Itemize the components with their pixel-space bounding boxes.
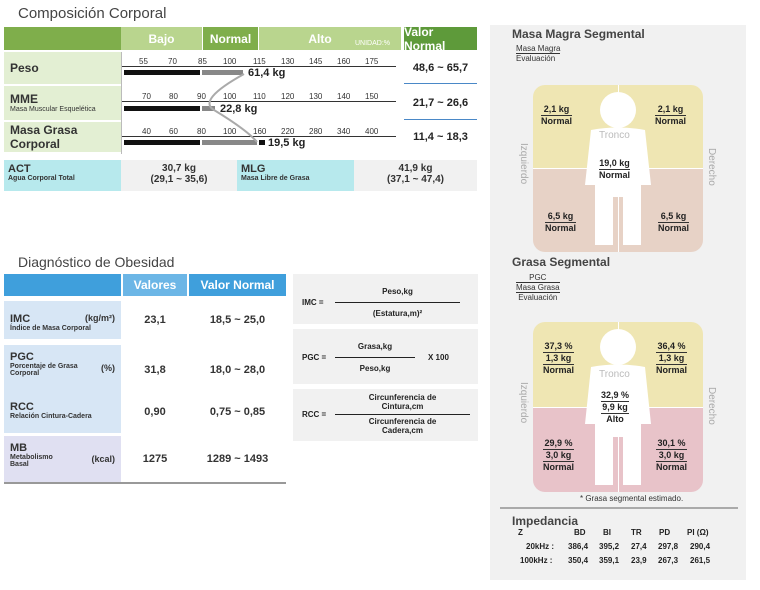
grasa-right-leg: 30,1 % 3,0 kg Normal xyxy=(656,438,688,472)
imc-normal: 18,5 ~ 25,0 xyxy=(209,314,266,326)
magra-left-leg: 6,5 kg Normal xyxy=(545,211,577,233)
mme-bar-gray xyxy=(202,106,215,111)
mb-value: 1275 xyxy=(142,453,168,465)
composition-graph: 55 70 85 100 115 130 145 160 175 61,4 kg… xyxy=(121,52,402,154)
obesidad-title: Diagnóstico de Obesidad xyxy=(18,254,175,270)
impedancia-row-20khz: 20kHz : 386,4 395,2 27,4 297,8 290,4 xyxy=(526,542,711,551)
grasa-trunk: 32,9 % 9,9 kg Alto xyxy=(601,390,630,424)
header-obesidad-normal: Valor Normal xyxy=(189,274,286,296)
magra-title: Masa Magra Segmental xyxy=(512,27,645,41)
connector-curve xyxy=(208,73,258,143)
magra-left-label: Izquierdo xyxy=(518,143,529,185)
grasa-left-leg: 29,9 % 3,0 kg Normal xyxy=(543,438,575,472)
grasa-right-arm: 36,4 % 1,3 kg Normal xyxy=(656,341,688,375)
magra-trunk: 19,0 kg Normal xyxy=(599,158,631,180)
magra-right-leg: 6,5 kg Normal xyxy=(658,211,690,233)
grasa-trunk-label: Tronco xyxy=(599,369,630,380)
mme-ticks: 70 80 90 100 110 120 130 140 150 xyxy=(142,92,379,101)
grasa-title: Grasa Segmental xyxy=(512,255,611,269)
unit-label: UNIDAD:% xyxy=(355,40,391,47)
impedancia-row-100khz: 100kHz : 350,4 359,1 23,9 267,3 261,5 xyxy=(520,556,711,565)
peso-bar-gray xyxy=(202,70,243,75)
peso-value: 61,4 kg xyxy=(248,67,286,79)
act-value-cell: 30,7 kg (29,1 ~ 35,6) xyxy=(121,160,237,191)
formula-rcc: RCC = Circunferencia de Cintura,cm Circu… xyxy=(293,389,478,441)
mme-value: 22,8 kg xyxy=(220,103,258,115)
rcc-label: RCC Relación Cintura-Cadera xyxy=(4,391,121,433)
peso-normal: 48,6 ~ 65,7 xyxy=(404,52,477,84)
peso-bar-black xyxy=(124,70,200,75)
composicion-title: Composición Corporal xyxy=(18,5,167,22)
row-mme-label: MME Masa Muscular Esquelética xyxy=(4,86,121,120)
imc-value: 23,1 xyxy=(144,314,166,326)
header-bajo: Bajo xyxy=(121,27,202,50)
pgc-normal: 18,0 ~ 28,0 xyxy=(209,364,266,376)
imc-label: IMC (kg/m²) Índice de Masa Corporal xyxy=(4,301,121,339)
magra-left-arm: 2,1 kg Normal xyxy=(541,104,573,126)
mme-bar-black xyxy=(124,106,200,111)
mme-normal: 21,7 ~ 26,6 xyxy=(404,86,477,120)
mlg-label-cell: MLG Masa Libre de Grasa xyxy=(237,160,354,191)
header-valores: Valores xyxy=(123,274,187,296)
grasa-left-arm: 37,3 % 1,3 kg Normal xyxy=(543,341,575,375)
impedancia-header-row: Z BD BI TR PD PI (Ω) xyxy=(518,528,709,537)
rcc-value: 0,90 xyxy=(144,406,166,418)
mlg-value-cell: 41,9 kg (37,1 ~ 47,4) xyxy=(354,160,477,191)
header-normal: Normal xyxy=(203,27,258,50)
grasa-right-label: Derecho xyxy=(706,387,717,425)
grasa-value: 19,5 kg xyxy=(268,137,306,149)
grasa-bar-gray xyxy=(202,140,257,145)
grasa-normal: 11,4 ~ 18,3 xyxy=(413,131,468,143)
header-valor-normal: Valor Normal xyxy=(404,25,477,53)
magra-right-arm: 2,1 kg Normal xyxy=(655,104,687,126)
grasa-left-label: Izquierdo xyxy=(518,382,529,424)
grasa-note: * Grasa segmental estimado. xyxy=(580,494,684,503)
magra-legend: Masa Magra Evaluación xyxy=(516,44,561,63)
formula-pgc: PGC = Grasa,kg Peso,kg X 100 xyxy=(293,329,478,384)
pgc-label: PGC Porcentaje de Grasa Corporal (%) xyxy=(4,345,121,395)
grasa-legend: PGC Masa Grasa Evaluación xyxy=(516,273,560,302)
obesidad-table: Valores Valor Normal IMC (kg/m²) Índice d… xyxy=(4,274,286,484)
magra-trunk-label: Tronco xyxy=(599,130,630,141)
grasa-body-silhouette xyxy=(585,329,651,485)
row-peso-label: Peso xyxy=(4,52,121,84)
impedancia-table: Z BD BI TR PD PI (Ω) 20kHz : 386,4 395,2… xyxy=(512,528,732,570)
header-alto: Alto xyxy=(259,27,401,50)
peso-ticks: 55 70 85 100 115 130 145 160 175 xyxy=(139,57,379,66)
grasa-ticks: 40 60 80 100 160 220 280 340 400 xyxy=(142,127,379,136)
pgc-value: 31,8 xyxy=(144,364,166,376)
impedancia-title: Impedancia xyxy=(512,514,579,528)
header-blank xyxy=(4,27,121,50)
mb-label: MB Metabolismo Basal (kcal) xyxy=(4,436,121,482)
row-grasa-label: Masa Grasa Corporal xyxy=(4,122,121,152)
magra-figure xyxy=(533,85,703,252)
magra-body-silhouette xyxy=(585,92,651,245)
mb-normal: 1289 ~ 1493 xyxy=(206,453,269,465)
grasa-bar-black xyxy=(124,140,200,145)
magra-right-label: Derecho xyxy=(706,148,717,186)
rcc-normal: 0,75 ~ 0,85 xyxy=(209,406,266,418)
act-label-cell: ACT Agua Corporal Total xyxy=(4,160,121,191)
formula-imc: IMC = Peso,kg (Estatura,m)² xyxy=(293,274,478,324)
